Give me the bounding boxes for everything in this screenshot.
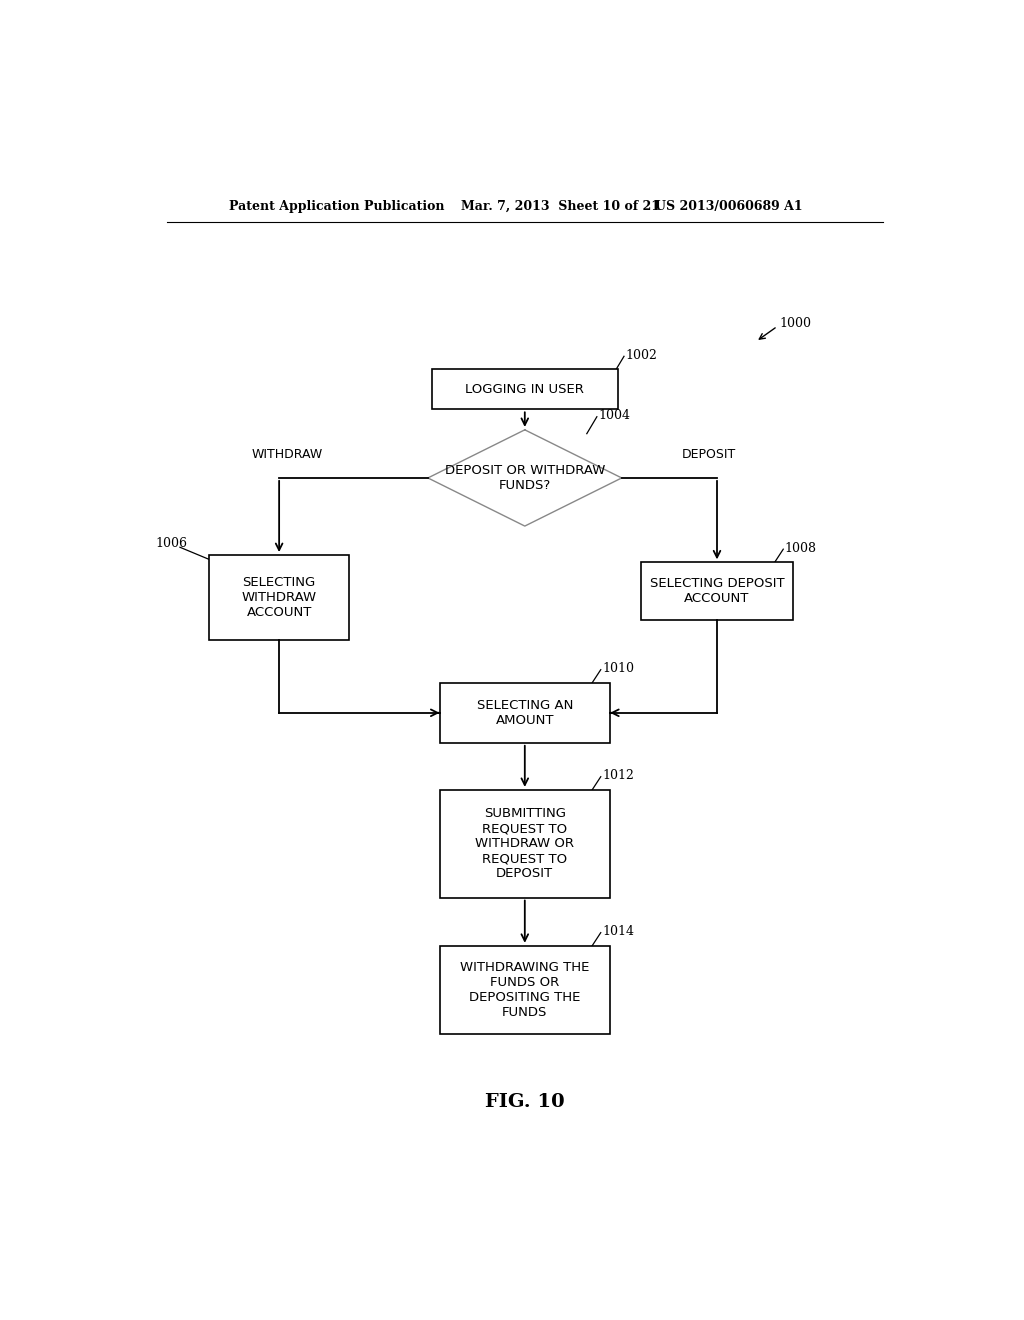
Text: SELECTING DEPOSIT
ACCOUNT: SELECTING DEPOSIT ACCOUNT (649, 577, 784, 605)
Text: 1000: 1000 (779, 317, 811, 330)
Text: US 2013/0060689 A1: US 2013/0060689 A1 (655, 199, 803, 213)
Text: Patent Application Publication: Patent Application Publication (228, 199, 444, 213)
Text: 1002: 1002 (626, 348, 657, 362)
Text: SELECTING
WITHDRAW
ACCOUNT: SELECTING WITHDRAW ACCOUNT (242, 576, 316, 619)
Bar (439, 682, 610, 743)
Text: SELECTING AN
AMOUNT: SELECTING AN AMOUNT (476, 698, 573, 727)
Bar (641, 562, 793, 620)
Text: SUBMITTING
REQUEST TO
WITHDRAW OR
REQUEST TO
DEPOSIT: SUBMITTING REQUEST TO WITHDRAW OR REQUES… (475, 808, 574, 880)
Text: WITHDRAW: WITHDRAW (251, 449, 323, 462)
Text: 1010: 1010 (602, 663, 634, 676)
Text: Mar. 7, 2013  Sheet 10 of 21: Mar. 7, 2013 Sheet 10 of 21 (461, 199, 660, 213)
Text: 1014: 1014 (602, 925, 634, 939)
Text: WITHDRAWING THE
FUNDS OR
DEPOSITING THE
FUNDS: WITHDRAWING THE FUNDS OR DEPOSITING THE … (460, 961, 590, 1019)
Text: DEPOSIT OR WITHDRAW
FUNDS?: DEPOSIT OR WITHDRAW FUNDS? (444, 463, 605, 492)
Bar (439, 945, 610, 1035)
Text: DEPOSIT: DEPOSIT (682, 449, 736, 462)
Text: 1006: 1006 (155, 537, 187, 550)
Text: 1012: 1012 (602, 770, 634, 783)
Bar (209, 554, 349, 640)
Text: 1008: 1008 (784, 543, 817, 554)
Bar (439, 789, 610, 898)
Text: 1004: 1004 (598, 409, 631, 422)
Text: FIG. 10: FIG. 10 (485, 1093, 564, 1110)
Text: LOGGING IN USER: LOGGING IN USER (465, 383, 585, 396)
Bar (432, 370, 617, 409)
